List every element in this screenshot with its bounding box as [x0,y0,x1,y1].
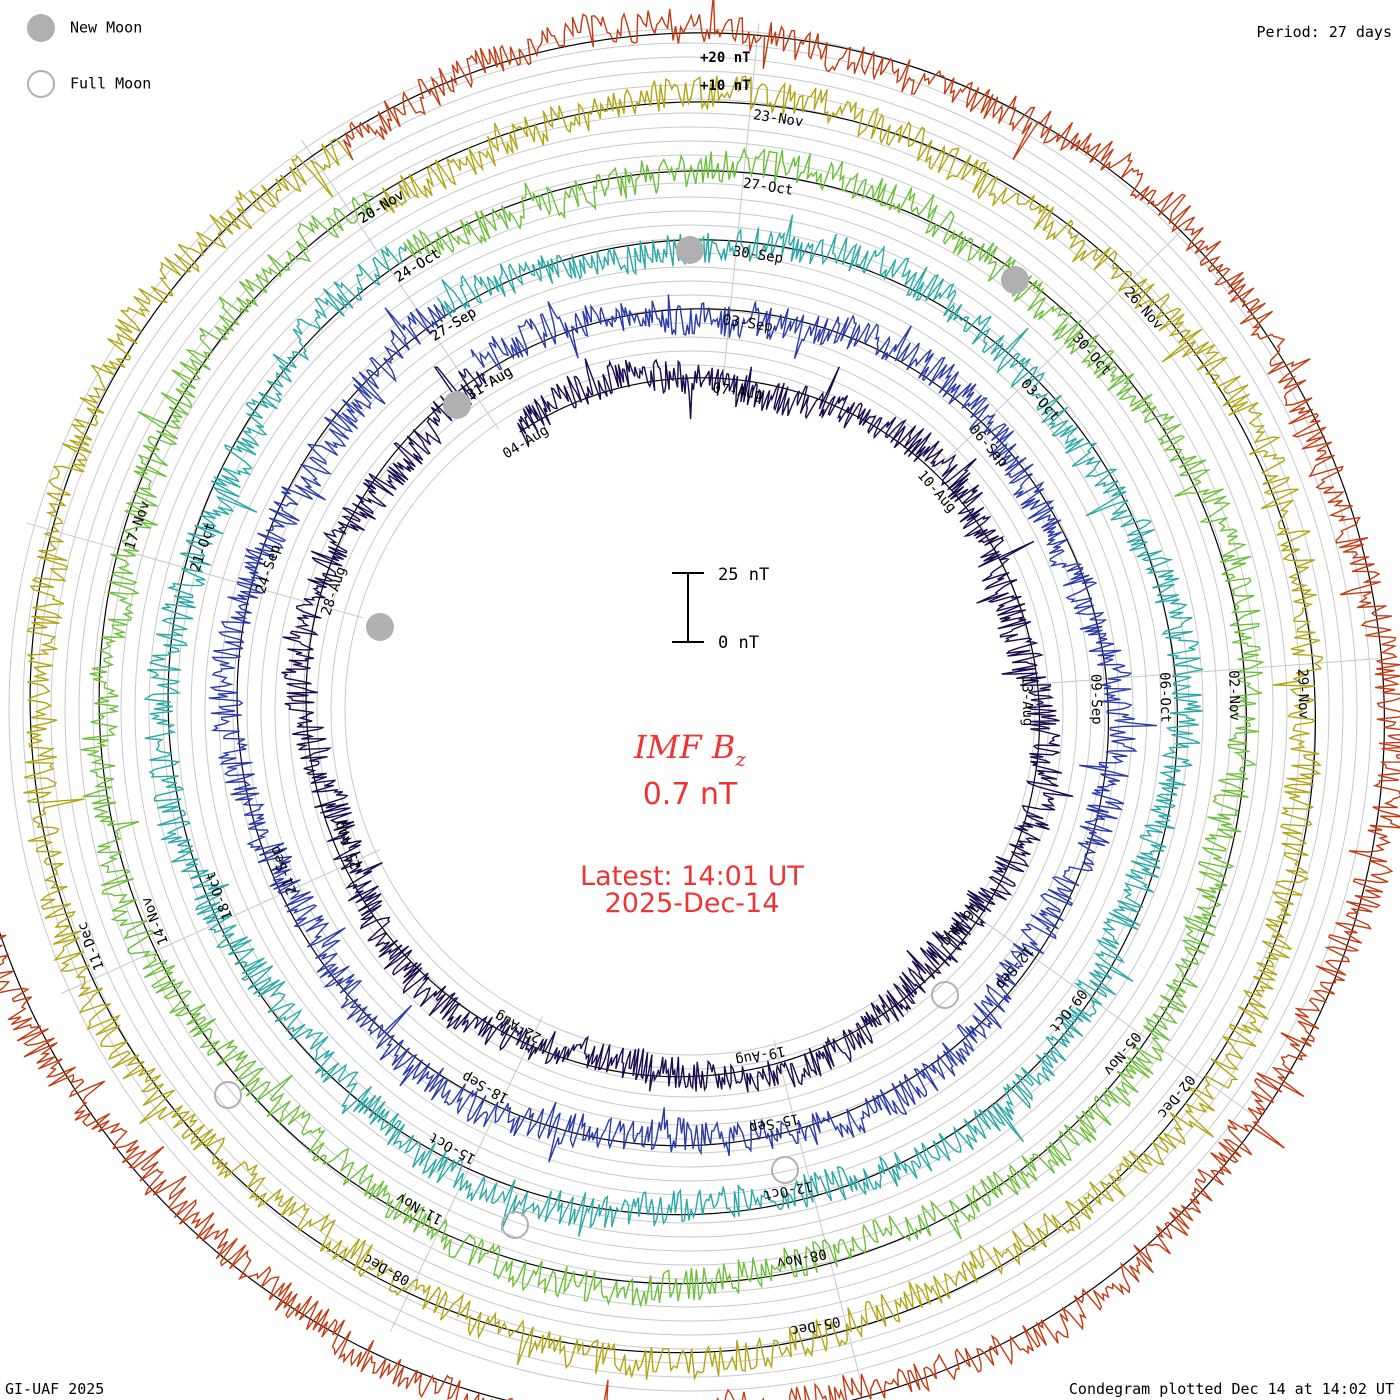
new-moon-marker [443,391,471,419]
date-label: 15-Sep [748,1110,801,1136]
grid-ring [316,336,1064,1084]
full-moon-legend-label: Full Moon [70,75,151,93]
ring-grid [8,23,1379,1392]
date-label: 30-Sep [732,244,784,267]
latest-date: 2025-Dec-14 [605,888,780,919]
date-label: 09-Sep [1087,674,1104,725]
moon-markers [214,236,1029,1239]
series-trace-3 [143,214,1204,1237]
center-title-main: IMF B [633,728,735,766]
grid-ring [246,266,1134,1154]
series-trace-2 [208,294,1157,1163]
center-title: IMF Bz [633,728,746,771]
grid-spoke [390,1016,543,1332]
full-moon-marker [771,1156,799,1184]
footer-plotted: Condegram plotted Dec 14 at 14:02 UT [1069,1380,1394,1398]
latest-time: Latest: 14:01 UT [580,861,804,892]
grid-spoke [933,227,1185,474]
date-label: 06-Oct [1156,672,1173,723]
new-moon-marker [1001,266,1029,294]
series-trace-5 [23,75,1324,1381]
grid-ring [176,196,1204,1224]
date-label: 07-Aug [711,380,763,403]
center-value: 0.7 nT [643,777,738,812]
new-moon-marker [366,613,394,641]
date-label: 13-Aug [1018,676,1035,727]
date-label: 19-Aug [734,1042,787,1068]
grid-ring [204,224,1176,1196]
grid-ring [330,350,1050,1070]
date-label: 27-Oct [742,175,794,198]
date-label: 23-Nov [752,107,804,130]
full-moon-marker [501,1211,529,1239]
date-label: 24-Sep [253,543,284,596]
new-moon-legend-label: New Moon [70,19,142,37]
scale-bar: 25 nT 0 nT [672,565,769,653]
date-label: 11-Dec [74,920,107,973]
grid-spoke [773,1039,861,1379]
baseline-6 [0,32,1386,1400]
scale-bar-bottom-label: 0 nT [718,633,759,653]
full-moon-marker [931,981,959,1009]
date-label: 02-Nov [1225,670,1242,721]
full-moon-marker [214,1081,242,1109]
new-moon-icon [27,14,55,42]
full-moon-icon [27,70,55,98]
grid-ring [8,28,1372,1392]
center-title-sub: z [734,747,746,771]
grid-ring [50,70,1330,1350]
period-label: Period: 27 days [1257,23,1392,41]
date-label: 17-Nov [122,499,153,552]
grid-ring [106,126,1274,1294]
footer-credit: GI-UAF 2025 [5,1380,104,1398]
date-label: 12-Oct [762,1178,815,1204]
series-trace-4 [80,146,1265,1308]
grid-ring [134,154,1246,1266]
grid-ring [64,84,1316,1336]
grid-spoke [1029,658,1379,686]
date-label: 08-Nov [775,1245,828,1271]
new-moon-marker [676,236,704,264]
scale-label-plus10: +10 nT [700,78,751,94]
date-label: 05-Dec [789,1313,842,1339]
series-trace-1 [281,358,1074,1093]
grid-ring [92,112,1288,1308]
scale-label-plus20: +20 nT [700,50,751,66]
date-label: 03-Sep [721,312,773,335]
grid-ring [274,294,1106,1126]
date-label: 29-Nov [1294,668,1311,719]
date-label: 21-Oct [188,521,219,574]
grid-spoke [301,139,499,430]
grid-ring [22,42,1358,1378]
scale-bar-top-label: 25 nT [718,565,769,585]
